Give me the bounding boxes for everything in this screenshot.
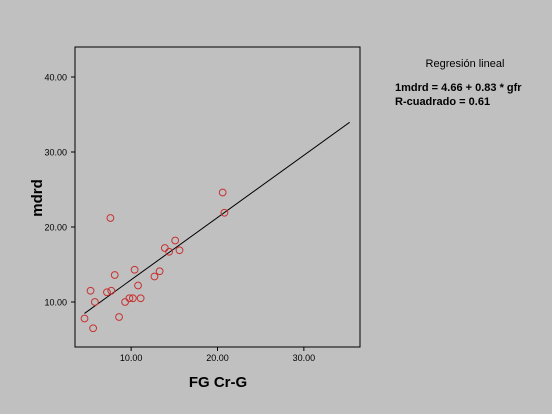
data-point bbox=[110, 271, 119, 279]
data-point bbox=[107, 286, 116, 295]
x-tick-label: 10.00 bbox=[120, 353, 143, 363]
data-point bbox=[175, 246, 184, 255]
data-point bbox=[80, 314, 89, 323]
x-axis-label: FG Cr-G bbox=[189, 374, 247, 391]
y-tick-label: 40.00 bbox=[44, 73, 67, 83]
x-tick-label: 20.00 bbox=[206, 353, 229, 363]
data-point bbox=[150, 272, 159, 281]
data-point bbox=[103, 288, 111, 297]
y-tick-label: 30.00 bbox=[44, 148, 67, 158]
y-axis-label: mdrd bbox=[29, 179, 46, 217]
x-tick-label: 30.00 bbox=[293, 353, 316, 363]
data-point bbox=[136, 294, 145, 303]
data-point bbox=[128, 294, 137, 303]
fit-line-group bbox=[84, 121, 350, 314]
plot-frame bbox=[74, 46, 361, 348]
legend-title: Regresión lineal bbox=[425, 58, 505, 70]
data-point bbox=[134, 281, 142, 290]
data-point bbox=[90, 298, 99, 306]
data-point bbox=[106, 214, 115, 222]
data-point bbox=[125, 294, 134, 303]
data-point bbox=[220, 208, 229, 217]
y-tick-label: 10.00 bbox=[44, 298, 67, 308]
data-point bbox=[171, 236, 180, 245]
x-axis-ticks: 10.00 20.00 30.00 bbox=[120, 347, 315, 363]
data-point bbox=[86, 286, 95, 295]
data-point bbox=[89, 324, 98, 333]
data-point bbox=[160, 244, 169, 252]
data-points bbox=[80, 188, 229, 333]
data-point bbox=[165, 247, 174, 256]
y-axis-ticks: 10.00 20.00 30.00 40.00 bbox=[44, 73, 75, 308]
y-tick-label: 20.00 bbox=[44, 223, 67, 233]
regression-equation: 1mdrd = 4.66 + 0.83 * gfr bbox=[395, 82, 522, 94]
data-point bbox=[155, 267, 164, 276]
data-point bbox=[218, 188, 227, 197]
data-point bbox=[130, 265, 139, 274]
data-point bbox=[115, 313, 123, 321]
regression-line bbox=[84, 121, 350, 314]
r-squared: R-cuadrado = 0.61 bbox=[395, 96, 491, 108]
regression-legend: Regresión lineal 1mdrd = 4.66 + 0.83 * g… bbox=[395, 58, 545, 109]
data-point bbox=[121, 298, 129, 306]
